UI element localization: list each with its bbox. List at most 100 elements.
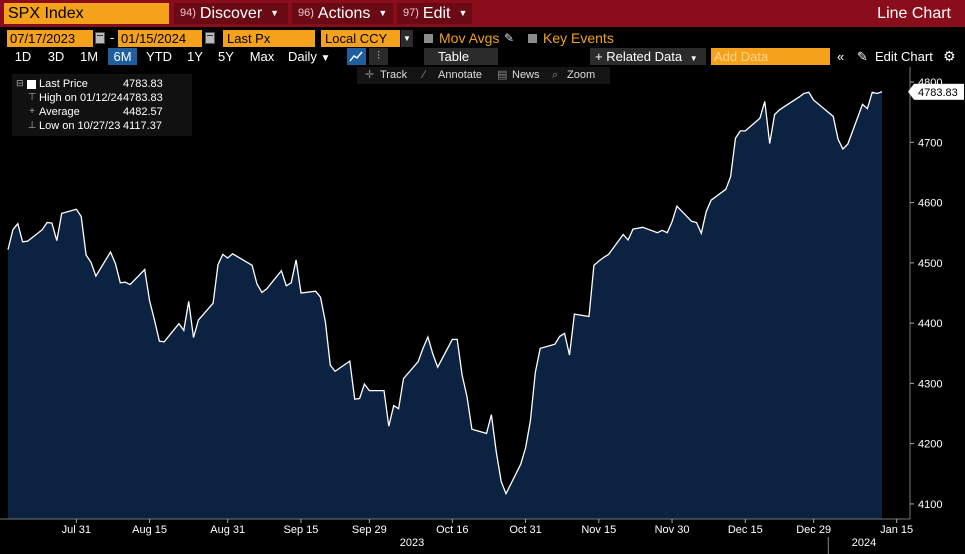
zoom-icon[interactable]: ⌕	[552, 69, 559, 81]
settings-row: 07/17/2023 - 01/15/2024 Last Px Local CC…	[0, 28, 965, 48]
x-tick-label: Aug 15	[132, 524, 167, 536]
y-tick-label: 4200	[918, 439, 942, 451]
pencil-icon: ✎	[857, 49, 868, 64]
legend-label: Low on 10/27/23	[39, 120, 121, 132]
last-price-box	[914, 83, 964, 100]
discover-menu-label: Discover	[199, 5, 263, 22]
edit-menu[interactable]: 97) Edit ▼	[397, 3, 472, 24]
chevron-down-icon: ▼	[270, 8, 280, 18]
chevron-down-icon: ▼	[458, 8, 468, 18]
y-tick-label: 4300	[918, 378, 942, 390]
date-range-separator: -	[110, 30, 115, 45]
line-chart-glyph	[349, 51, 363, 62]
frequency-label: Daily	[288, 49, 317, 64]
period-3d[interactable]: 3D	[47, 49, 65, 64]
edit-chart-group: « ✎ Edit Chart ⚙	[835, 48, 963, 65]
annotate-button[interactable]: Annotate	[438, 69, 483, 81]
news-icon[interactable]: ▤	[497, 69, 508, 81]
crosshair-icon[interactable]: ✛	[365, 69, 375, 81]
legend-row: ⊟ Last Price 4783.83	[12, 77, 192, 91]
ticker-input[interactable]: SPX Index	[4, 3, 169, 24]
y-tick-label: 4100	[918, 499, 942, 511]
period-6m[interactable]: 6M	[108, 48, 137, 65]
high-marker-icon: ⊤	[27, 92, 37, 103]
annotate-icon[interactable]: ∕	[423, 69, 425, 81]
collapse-icon[interactable]: ⊟	[16, 78, 24, 88]
discover-menu-number: 94)	[180, 7, 196, 19]
x-tick-label: Nov 30	[655, 524, 690, 536]
x-tick-label: Oct 31	[509, 524, 541, 536]
actions-menu-number: 96)	[298, 7, 314, 19]
gear-icon[interactable]: ⚙	[943, 48, 956, 64]
table-button[interactable]: Table	[424, 48, 498, 65]
x-tick-label: Jul 31	[62, 524, 91, 536]
y-tick-label: 4400	[918, 318, 942, 330]
legend-row: + Average 4482.57	[12, 105, 192, 119]
y-tick-label: 4700	[918, 137, 942, 149]
key-events-checkbox[interactable]	[528, 34, 537, 43]
discover-menu[interactable]: 94) Discover ▼	[174, 3, 288, 24]
mov-avgs-checkbox[interactable]	[424, 34, 433, 43]
series-color-square	[27, 80, 36, 89]
actions-menu-label: Actions	[317, 5, 371, 22]
last-price-pointer	[908, 83, 914, 100]
legend-label: Average	[39, 106, 80, 118]
period-1y[interactable]: 1Y	[187, 49, 203, 64]
related-data-button[interactable]: + Related Data ▼	[590, 48, 706, 65]
period-ytd[interactable]: YTD	[146, 49, 172, 64]
period-1m[interactable]: 1M	[79, 49, 99, 64]
zoom-button[interactable]: Zoom	[567, 69, 596, 81]
title-bar: SPX Index 94) Discover ▼ 96) Actions ▼ 9…	[0, 0, 965, 27]
x-tick-label: Aug 31	[210, 524, 245, 536]
legend-value: 4117.37	[123, 120, 162, 132]
chevron-down-icon[interactable]: ▼	[401, 30, 413, 47]
legend-row: ⊥ Low on 10/27/23 4117.37	[12, 119, 192, 133]
legend-value: 4482.57	[123, 106, 163, 118]
track-button[interactable]: Track	[380, 69, 408, 81]
currency-select[interactable]: Local CCY	[321, 30, 400, 47]
last-price-label: 4783.83	[918, 87, 958, 99]
x-tick-label: Oct 16	[436, 524, 468, 536]
start-date-input[interactable]: 07/17/2023	[7, 30, 93, 47]
bar-chart-icon[interactable]: ⫶	[369, 48, 388, 65]
related-data-label: + Related Data	[595, 49, 683, 64]
edit-menu-label: Edit	[422, 5, 451, 22]
line-chart-icon[interactable]	[347, 48, 366, 65]
chevron-down-icon: ▼	[320, 53, 331, 64]
edit-menu-number: 97)	[403, 7, 419, 19]
average-marker-icon: +	[29, 106, 35, 117]
edit-chart-button[interactable]: Edit Chart	[875, 49, 933, 64]
x-tick-label: Sep 15	[284, 524, 319, 536]
legend-label: Last Price	[39, 78, 88, 90]
price-field-select[interactable]: Last Px	[223, 30, 315, 47]
calendar-icon[interactable]	[205, 32, 215, 44]
legend-row: ⊤ High on 01/12/24 4783.83	[12, 91, 192, 105]
calendar-icon[interactable]	[95, 32, 105, 44]
news-button[interactable]: News	[512, 69, 540, 81]
x-tick-label: Dec 29	[796, 524, 831, 536]
y-tick-label: 4500	[918, 258, 942, 270]
pencil-icon[interactable]: ✎	[504, 31, 515, 45]
period-5y[interactable]: 5Y	[218, 49, 234, 64]
period-1d[interactable]: 1D	[14, 49, 32, 64]
x-tick-label: Nov 15	[581, 524, 616, 536]
mov-avgs-label[interactable]: Mov Avgs	[439, 30, 500, 46]
low-marker-icon: ⊥	[27, 120, 37, 131]
chart-legend: ⊟ Last Price 4783.83 ⊤ High on 01/12/24 …	[12, 74, 192, 136]
key-events-label[interactable]: Key Events	[543, 30, 614, 46]
end-date-input[interactable]: 01/15/2024	[118, 30, 202, 47]
legend-value: 4783.83	[123, 92, 163, 104]
view-title: Line Chart	[877, 5, 951, 22]
collapse-icon[interactable]: «	[837, 49, 845, 64]
year-label: 2023	[400, 537, 424, 549]
y-tick-label: 4600	[918, 198, 942, 210]
x-tick-label: Sep 29	[352, 524, 387, 536]
period-max[interactable]: Max	[249, 49, 275, 64]
frequency-select[interactable]: Daily ▼	[288, 48, 330, 65]
chart-toolbar: ✛ Track ∕ Annotate ▤ News ⌕ Zoom	[357, 67, 610, 84]
legend-value: 4783.83	[123, 78, 163, 90]
add-data-input[interactable]: Add Data	[711, 48, 830, 65]
x-tick-label: Jan 15	[880, 524, 913, 536]
actions-menu[interactable]: 96) Actions ▼	[292, 3, 393, 24]
